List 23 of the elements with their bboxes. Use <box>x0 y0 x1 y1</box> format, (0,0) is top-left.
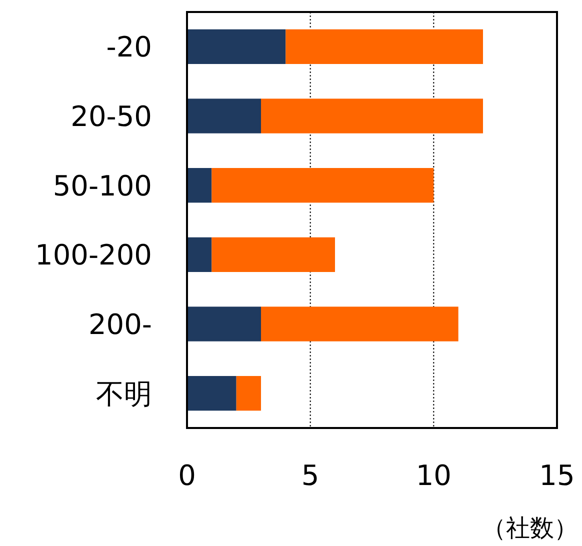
bar <box>187 29 286 64</box>
bar <box>187 376 236 411</box>
bar <box>286 29 483 64</box>
bar <box>212 237 335 272</box>
bar <box>187 98 261 134</box>
y-tick-label: 20-50 <box>70 100 152 133</box>
bar <box>212 168 434 203</box>
y-tick-label: 不明 <box>96 377 152 410</box>
y-tick-label: -20 <box>106 30 152 64</box>
y-tick-label: 50-100 <box>52 169 152 202</box>
bar <box>236 376 261 411</box>
bar <box>187 237 212 272</box>
bar <box>187 306 261 342</box>
x-axis-title: （社数） <box>482 514 578 542</box>
y-tick-label: 100-200 <box>35 238 152 272</box>
bar <box>261 306 458 342</box>
x-tick-label: 5 <box>301 459 320 492</box>
x-tick-label: 10 <box>416 459 452 492</box>
bar <box>187 168 212 203</box>
bar <box>261 98 483 134</box>
x-tick-label: 15 <box>539 459 575 492</box>
y-tick-label: 200- <box>88 308 152 341</box>
x-tick-label: 0 <box>178 459 196 492</box>
